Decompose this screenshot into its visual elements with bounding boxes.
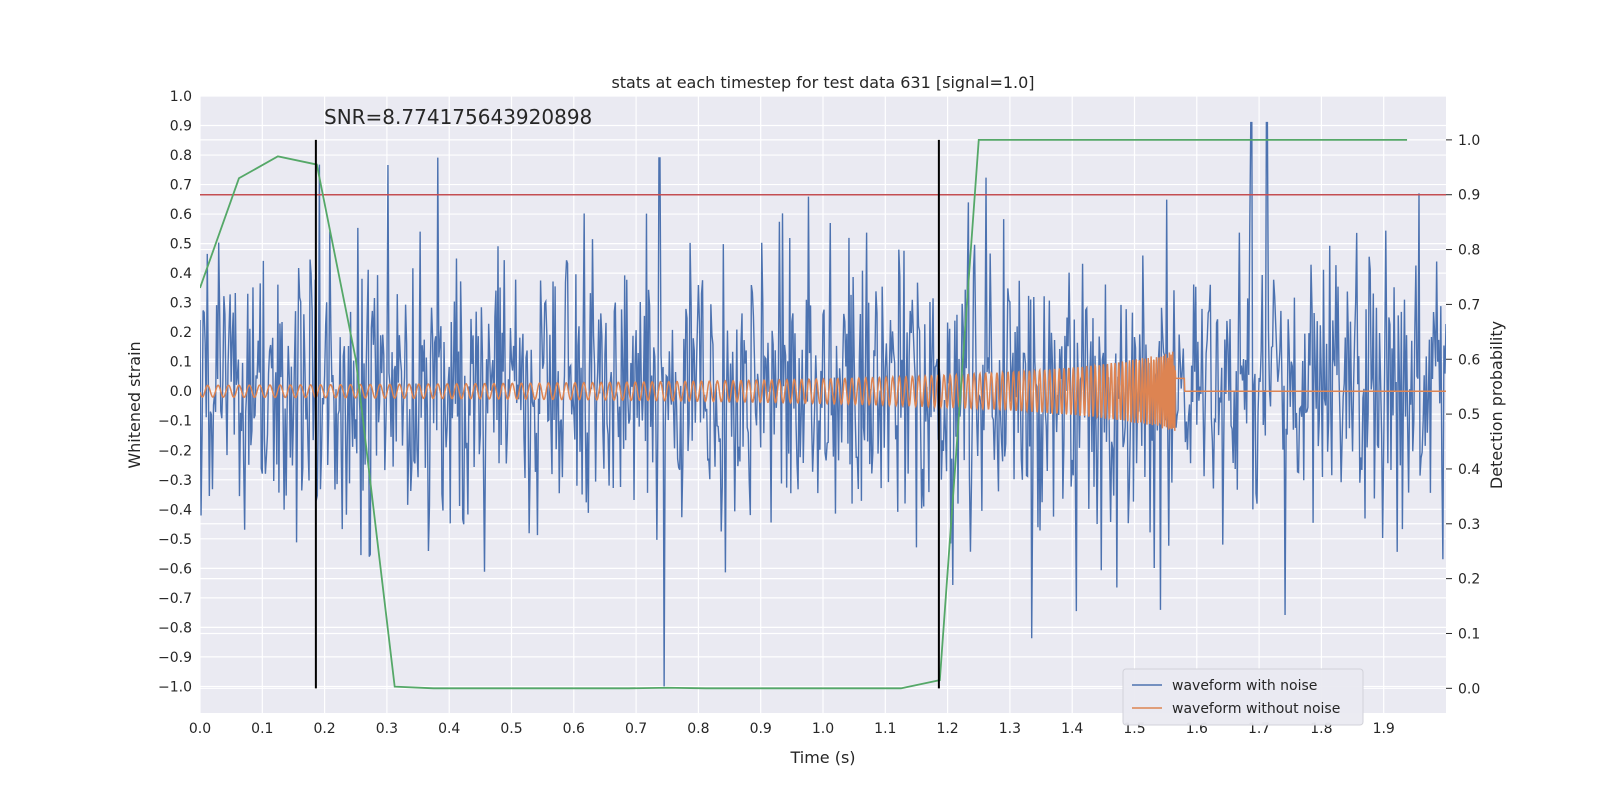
y-tick-label-left: −0.5	[158, 532, 192, 548]
legend-label-clean: waveform without noise	[1172, 701, 1340, 717]
y-tick-label-left: 0.4	[170, 266, 192, 282]
x-tick-label: 0.6	[563, 721, 585, 737]
y-tick-label-right: 1.0	[1458, 133, 1480, 149]
x-tick-label: 0.4	[438, 721, 460, 737]
series-waveform-with-noise	[200, 121, 1446, 687]
y-tick-label-right: 0.1	[1458, 626, 1480, 642]
x-tick-label: 0.0	[189, 721, 211, 737]
x-axis-label: Time (s)	[789, 748, 855, 767]
series-layer	[200, 121, 1446, 690]
y-tick-label-left: −0.7	[158, 591, 192, 607]
y-tick-label-left: 0.1	[170, 355, 192, 371]
snr-annotation: SNR=8.774175643920898	[324, 105, 592, 129]
x-tick-label: 0.2	[313, 721, 335, 737]
legend: waveform with noise waveform without noi…	[1122, 668, 1364, 726]
y-tick-label-left: 0.5	[170, 237, 192, 253]
y-tick-label-right: 0.0	[1458, 681, 1480, 697]
y-tick-label-left: 0.3	[170, 296, 192, 312]
y-tick-label-right: 0.7	[1458, 297, 1480, 313]
y-tick-label-left: 0.2	[170, 325, 192, 341]
y-tick-label-left: −0.6	[158, 561, 192, 577]
x-tick-label: 0.1	[251, 721, 273, 737]
x-tick-label: 1.0	[812, 721, 834, 737]
y-tick-label-left: −0.8	[158, 620, 192, 636]
x-tick-label: 0.5	[500, 721, 522, 737]
legend-label-noise: waveform with noise	[1172, 678, 1317, 694]
x-tick-label: 1.9	[1373, 721, 1395, 737]
y-tick-label-left: −1.0	[158, 679, 192, 695]
x-tick-label: 1.3	[999, 721, 1021, 737]
y-tick-label-right: 0.8	[1458, 243, 1480, 259]
x-tick-label: 0.8	[687, 721, 709, 737]
y-tick-label-right: 0.4	[1458, 462, 1480, 478]
series-detection-probability	[200, 138, 1408, 690]
y-tick-label-right: 0.9	[1458, 188, 1480, 204]
y-tick-label-left: 0.7	[170, 178, 192, 194]
y-tick-label-left: 1.0	[170, 89, 192, 105]
y-axis-label-right: Detection probability	[1487, 321, 1506, 489]
y-tick-label-right: 0.3	[1458, 517, 1480, 533]
x-tick-label: 1.1	[874, 721, 896, 737]
y-tick-label-left: 0.8	[170, 148, 192, 164]
y-tick-label-left: −0.4	[158, 502, 192, 518]
y-tick-label-left: −0.9	[158, 650, 192, 666]
x-tick-label: 0.9	[750, 721, 772, 737]
y-tick-label-right: 0.5	[1458, 407, 1480, 423]
y-tick-label-left: 0.6	[170, 207, 192, 223]
y-tick-label-left: 0.0	[170, 384, 192, 400]
series-waveform-without-noise	[200, 351, 1446, 431]
x-tick-label: 1.2	[936, 721, 958, 737]
legend-box	[1122, 668, 1364, 726]
y-tick-label-left: −0.3	[158, 473, 192, 489]
ticks: 0.0 0.1 0.2 0.3 0.4 0.5 0.6 0.7 0.8 0.9 1.0 1.1 1.2 1…	[158, 89, 1480, 737]
y-tick-label-left: 0.9	[170, 119, 192, 135]
y-axis-label-left: Whitened strain	[125, 341, 144, 468]
y-tick-label-left: −0.1	[158, 414, 192, 430]
y-tick-label-right: 0.2	[1458, 572, 1480, 588]
x-tick-label: 1.4	[1061, 721, 1083, 737]
y-tick-label-right: 0.6	[1458, 352, 1480, 368]
y-tick-label-left: −0.2	[158, 443, 192, 459]
x-tick-label: 0.7	[625, 721, 647, 737]
x-tick-label: 0.3	[376, 721, 398, 737]
chart-title: stats at each timestep for test data 631…	[611, 73, 1034, 92]
